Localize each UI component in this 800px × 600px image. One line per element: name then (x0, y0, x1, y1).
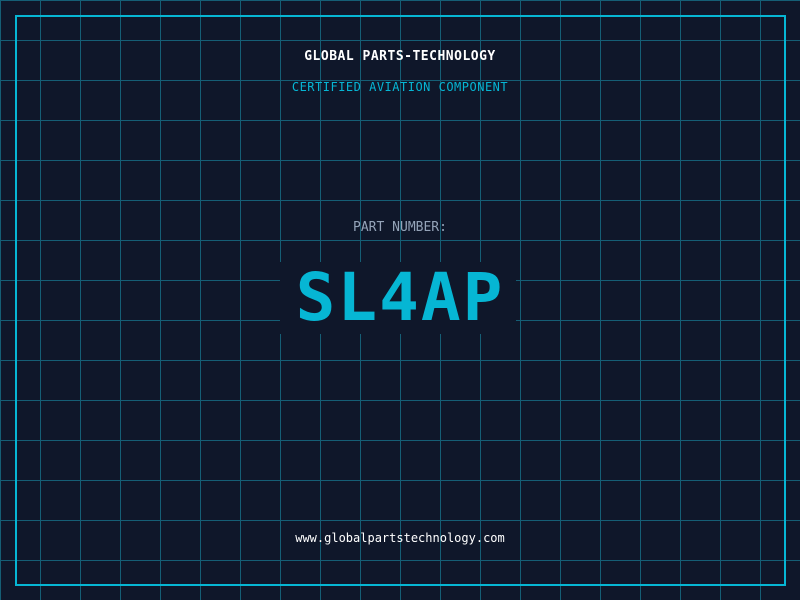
part-number-value: SL4AP (295, 259, 505, 336)
company-name: GLOBAL PARTS-TECHNOLOGY (304, 49, 496, 64)
border-frame (15, 15, 786, 586)
part-number-label: PART NUMBER: (353, 220, 447, 235)
website-link[interactable]: www.globalpartstechnology.com (295, 531, 505, 545)
part-number-backdrop (280, 262, 516, 334)
certification-text: CERTIFIED AVIATION COMPONENT (291, 80, 509, 94)
